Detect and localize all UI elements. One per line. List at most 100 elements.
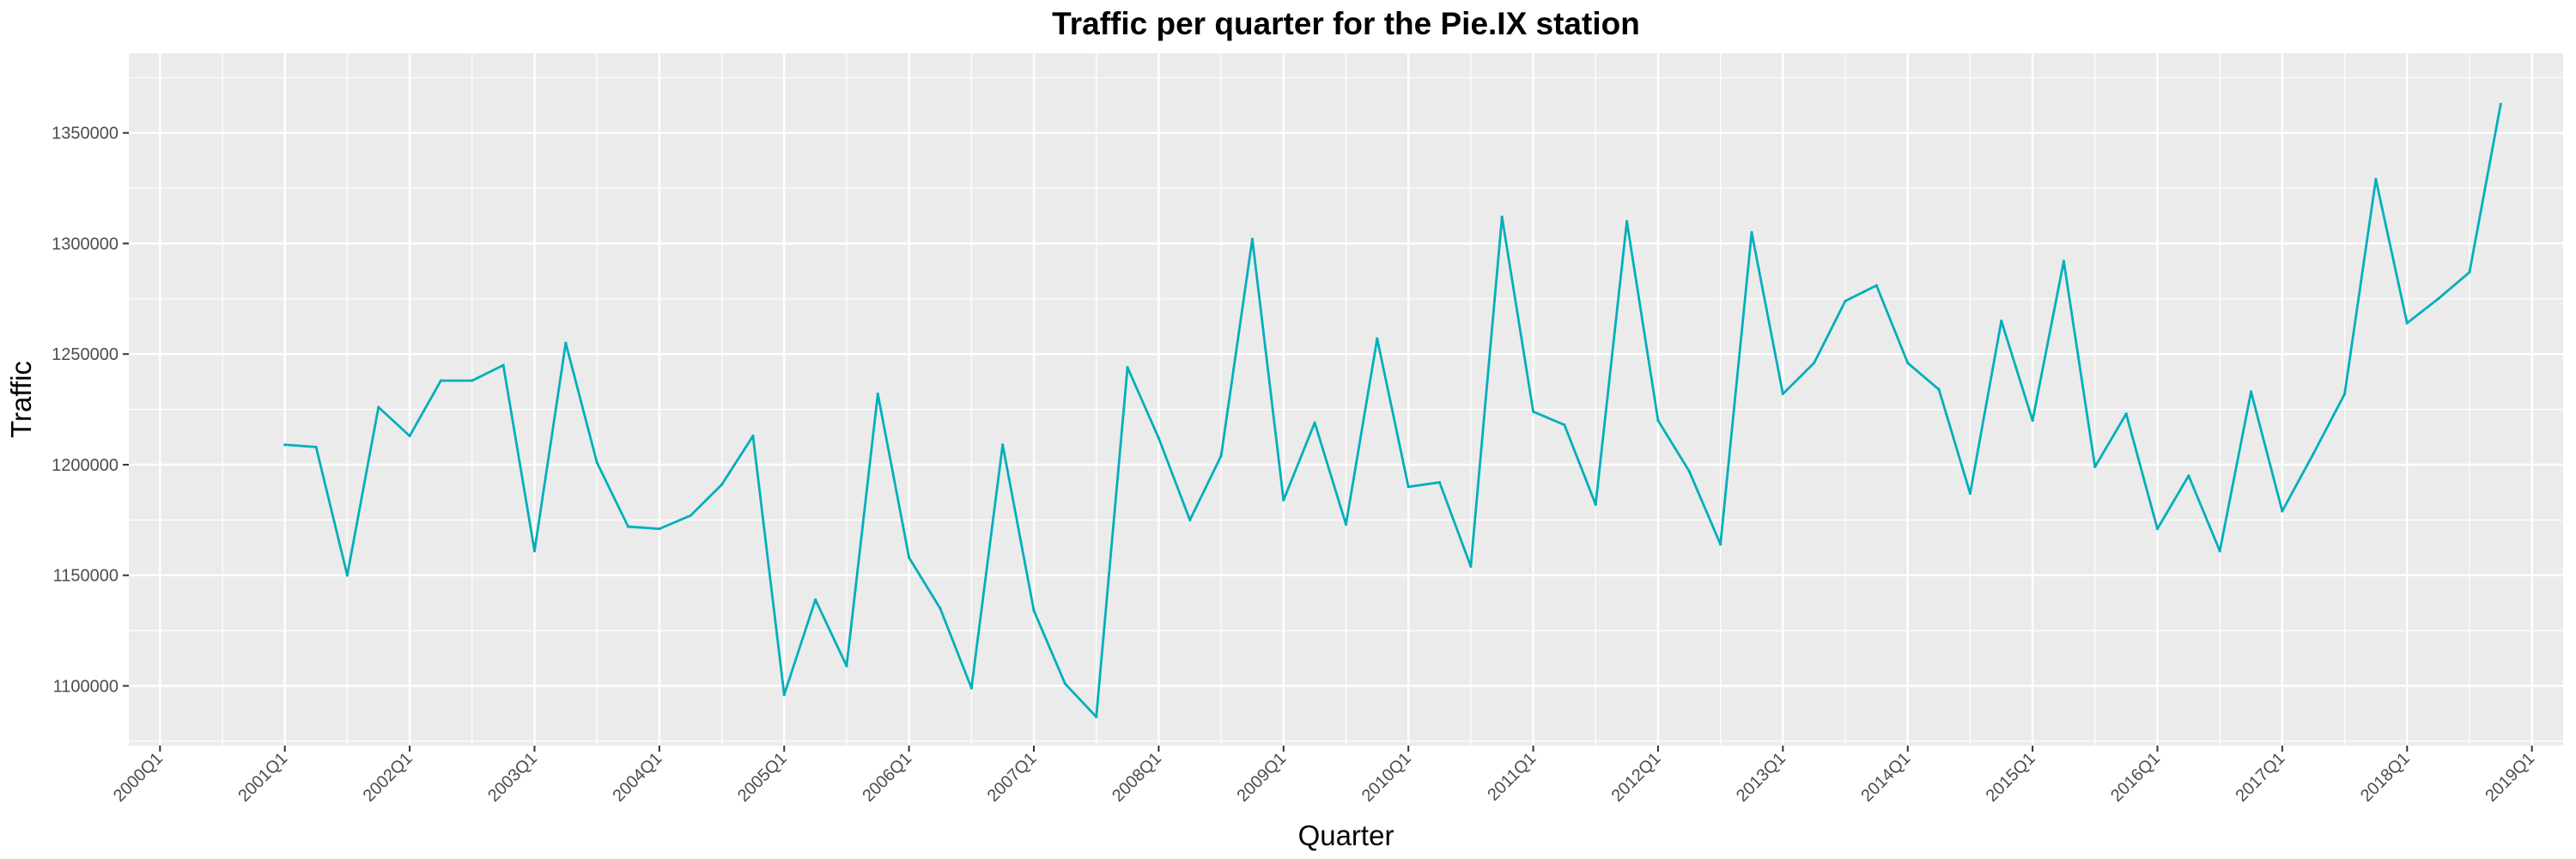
data-point <box>969 686 973 690</box>
y-tick-label: 1150000 <box>53 567 118 586</box>
x-tick-label: 2003Q1 <box>484 749 541 806</box>
data-point <box>908 556 911 559</box>
data-point <box>1126 366 1129 369</box>
y-tick-label: 1250000 <box>52 345 118 364</box>
data-point <box>1437 480 1442 484</box>
data-point <box>1687 470 1691 473</box>
x-tick-label: 2017Q1 <box>2233 749 2289 806</box>
data-point <box>439 379 443 382</box>
data-point <box>1032 609 1036 612</box>
data-point <box>782 693 786 697</box>
data-point <box>2000 319 2003 323</box>
data-point <box>2031 418 2034 423</box>
x-tick-label: 2007Q1 <box>984 749 1041 806</box>
data-point <box>1750 230 1753 235</box>
data-point <box>2218 549 2221 552</box>
data-point <box>814 598 817 601</box>
data-point <box>1469 564 1473 569</box>
data-point <box>876 392 879 396</box>
x-tick-label: 2011Q1 <box>1484 749 1540 805</box>
x-tick-label: 2009Q1 <box>1233 749 1290 806</box>
x-tick-label: 2014Q1 <box>1857 749 1914 806</box>
data-point <box>2093 465 2097 469</box>
x-tick-label: 2001Q1 <box>234 749 291 806</box>
data-point <box>658 527 661 531</box>
x-tick-label: 2013Q1 <box>1733 749 1789 806</box>
data-point <box>2187 474 2190 478</box>
data-point <box>1376 337 1379 340</box>
data-point <box>1531 410 1535 413</box>
data-point <box>1219 454 1223 458</box>
data-point <box>1001 443 1005 447</box>
y-tick-label: 1350000 <box>52 125 118 143</box>
data-point <box>1656 418 1660 423</box>
data-point <box>532 549 537 552</box>
y-tick-label: 1300000 <box>52 235 118 253</box>
data-point <box>1874 283 1878 287</box>
x-tick-label: 2015Q1 <box>1983 749 2039 806</box>
x-tick-label: 2005Q1 <box>734 749 791 806</box>
data-point <box>845 664 848 667</box>
x-tick-label: 2018Q1 <box>2357 749 2414 806</box>
x-tick-label: 2006Q1 <box>859 749 915 806</box>
data-point <box>2437 297 2440 301</box>
data-point <box>1313 421 1316 424</box>
data-point <box>314 445 318 448</box>
data-point <box>1095 715 1098 719</box>
data-point <box>1500 215 1504 219</box>
data-point <box>1781 392 1784 396</box>
x-tick-label: 2016Q1 <box>2107 749 2164 806</box>
data-point <box>1282 498 1285 502</box>
data-point <box>283 443 287 447</box>
data-point <box>345 574 349 577</box>
data-point <box>2155 527 2160 531</box>
x-axis: 2000Q1 2001Q1 2002Q1 2003Q1 2004Q1 2005Q1 2006… <box>110 746 2538 806</box>
data-point <box>1719 543 1722 546</box>
data-point <box>2281 509 2284 513</box>
major-gridlines <box>129 53 2563 746</box>
data-point <box>501 363 505 367</box>
data-point <box>2312 452 2315 455</box>
data-point <box>1594 503 1597 506</box>
x-tick-label: 2004Q1 <box>610 749 666 806</box>
data-point <box>1937 387 1941 392</box>
data-point <box>2374 178 2378 181</box>
x-tick-label: 2012Q1 <box>1608 749 1665 806</box>
x-tick-label: 2019Q1 <box>2482 749 2538 806</box>
data-point <box>1968 491 1972 496</box>
y-tick-label: 1100000 <box>53 677 118 696</box>
data-point <box>2405 321 2409 325</box>
data-point <box>1813 361 1816 365</box>
data-point <box>595 460 598 464</box>
y-axis: 1100000 1150000 1200000 1250000 1300000 13500… <box>52 125 129 696</box>
data-point <box>2342 392 2347 396</box>
y-axis-title: Traffic <box>5 361 37 438</box>
data-point <box>1188 518 1192 521</box>
series-layer <box>283 102 2502 719</box>
x-tick-label: 2002Q1 <box>360 749 416 806</box>
data-point <box>408 434 411 438</box>
data-point <box>689 514 692 517</box>
data-point <box>720 483 724 486</box>
data-point <box>1344 522 1348 527</box>
x-tick-label: 2008Q1 <box>1109 749 1165 806</box>
data-point <box>2124 412 2128 416</box>
data-point <box>2468 271 2471 274</box>
data-point <box>1906 361 1910 365</box>
traffic-series-line <box>284 103 2502 718</box>
data-point <box>939 606 942 610</box>
data-point <box>1844 299 1847 303</box>
x-axis-title: Quarter <box>1298 819 1394 851</box>
data-point <box>377 405 380 409</box>
data-point <box>1406 485 1410 489</box>
data-point <box>1563 423 1566 427</box>
data-point <box>1625 220 1629 223</box>
data-point <box>2499 102 2502 106</box>
chart-title: Traffic per quarter for the Pie.IX stati… <box>1052 6 1640 41</box>
data-point <box>564 341 568 344</box>
y-tick-label: 1200000 <box>52 456 118 475</box>
data-point <box>1063 682 1066 685</box>
data-point <box>1157 436 1161 440</box>
